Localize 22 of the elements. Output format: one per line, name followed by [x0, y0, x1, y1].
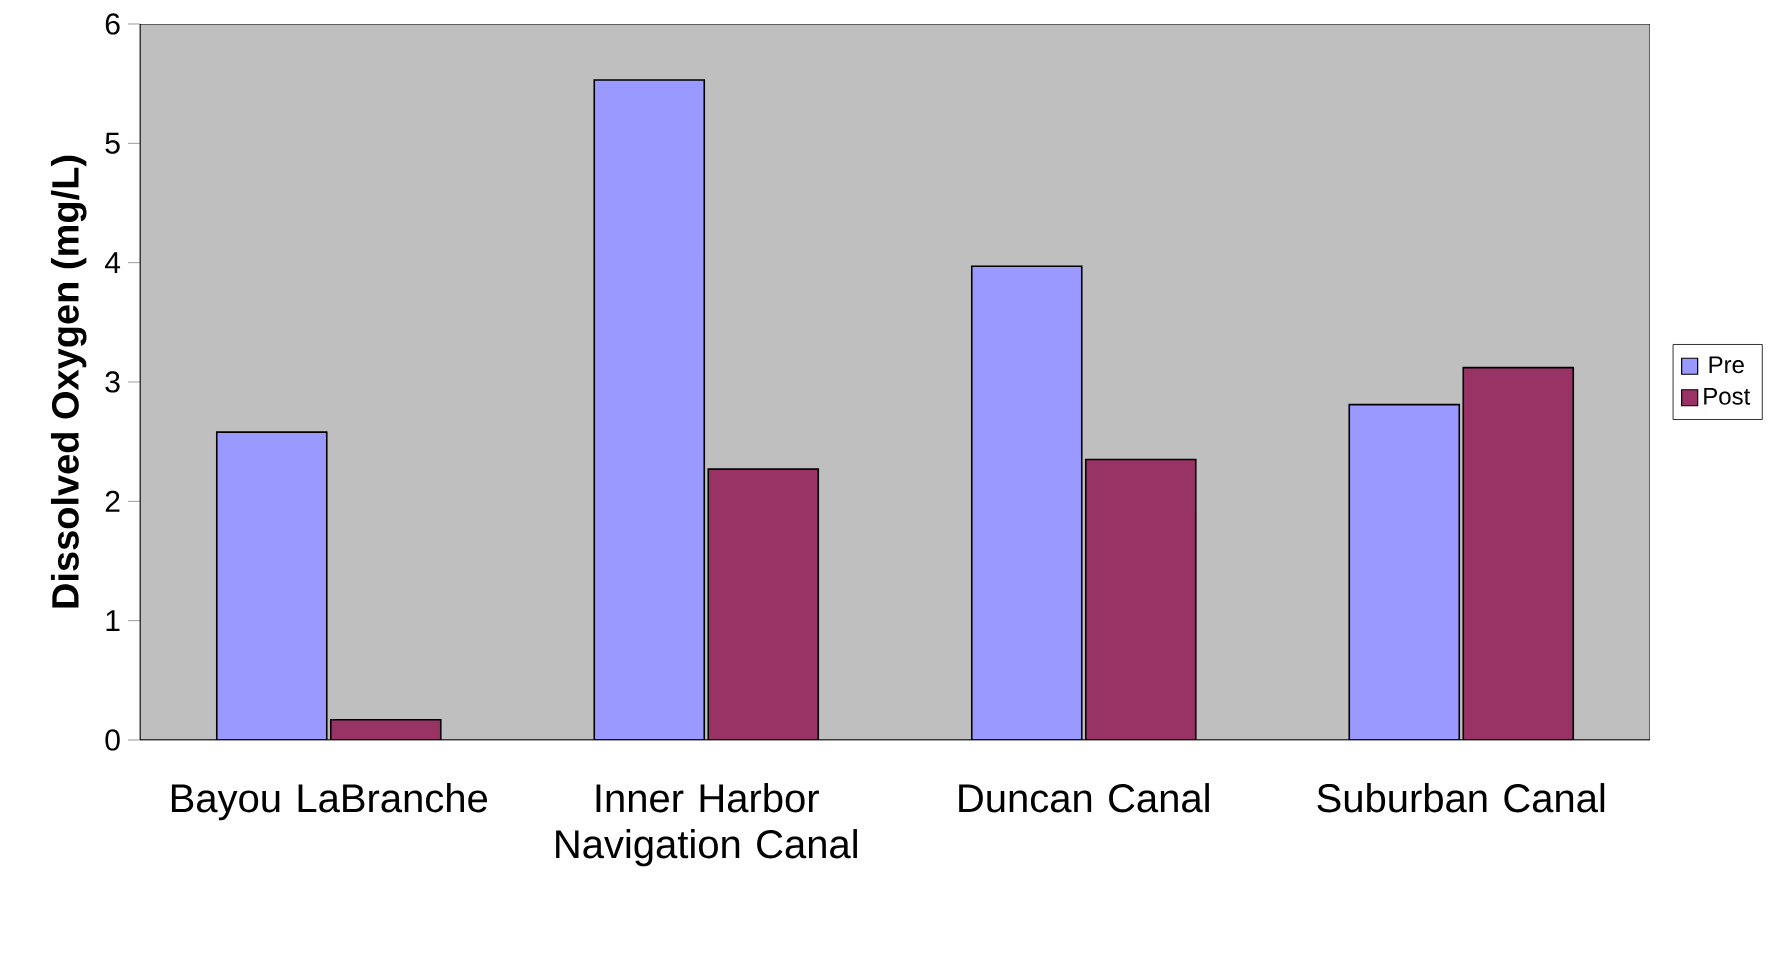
- bar: [1348, 403, 1461, 740]
- x-tick-label: Duncan Canal: [959, 783, 1209, 813]
- y-tick-label: 1: [106, 610, 120, 631]
- y-axis-title: Dissolved Oxygen (mg/L): [50, 155, 87, 608]
- legend-label: Pre: [1709, 356, 1744, 374]
- y-tick-label: 3: [105, 371, 120, 393]
- legend-label: Post: [1704, 388, 1751, 405]
- bar: [593, 79, 706, 740]
- bar: [1462, 366, 1575, 740]
- bar: [215, 431, 328, 740]
- y-tick-label: 0: [105, 729, 120, 751]
- x-tick-label: Suburban Canal: [1317, 783, 1605, 813]
- y-tick-label: 5: [105, 132, 120, 154]
- bar: [329, 718, 442, 740]
- y-tick-label: 6: [105, 13, 120, 35]
- x-tick-label: Inner Harbor Navigation Canal: [556, 783, 857, 867]
- bar: [1084, 458, 1197, 740]
- bar: [970, 265, 1083, 740]
- y-tick-label: 2: [105, 490, 120, 512]
- bar: [707, 468, 820, 740]
- x-tick-label: Bayou LaBranche: [171, 783, 488, 821]
- y-tick-label: 4: [104, 252, 121, 273]
